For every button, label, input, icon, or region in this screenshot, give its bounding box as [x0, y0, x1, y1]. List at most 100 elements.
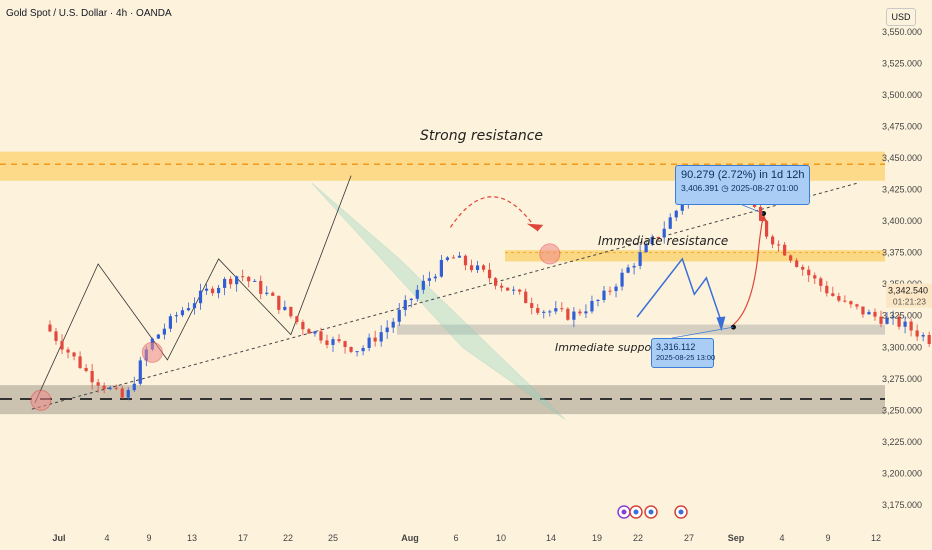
y-axis-tick-label: 3,325.000: [882, 311, 922, 321]
x-axis-tick-label: 17: [238, 533, 248, 543]
clock-icon: ◷: [721, 183, 729, 193]
y-axis-tick-label: 3,525.000: [882, 58, 922, 68]
y-axis-tick-label: 3,400.000: [882, 216, 922, 226]
arc-arrow-head: [526, 223, 544, 232]
pivot-circle-marker: [141, 341, 163, 363]
candle-body: [584, 311, 588, 314]
candle-body: [186, 308, 191, 311]
candle-body: [638, 252, 642, 266]
x-axis-tick-label: Jul: [52, 533, 65, 543]
support-callout[interactable]: 3,316.112 2025-08-25 13:00: [651, 338, 716, 368]
candle-body: [132, 383, 136, 391]
candle-body: [813, 275, 817, 279]
measure-callout[interactable]: 90.279 (2.72%) in 1d 12h 3,406.391 ◷ 202…: [675, 165, 810, 205]
candle-body: [180, 310, 185, 316]
candle-body: [102, 385, 106, 390]
candle-body: [481, 265, 486, 270]
x-axis-tick-label: 6: [453, 533, 458, 543]
candle-body: [295, 316, 299, 322]
candle-body: [475, 265, 480, 271]
immediate-resistance-zone: [505, 250, 885, 262]
candle-body: [427, 278, 431, 281]
candle-body: [48, 324, 52, 332]
y-axis-tick-label: 3,275.000: [882, 374, 922, 384]
candle-body: [96, 382, 100, 386]
candle-body: [614, 286, 618, 291]
candle-body: [451, 257, 456, 259]
candle-body: [84, 367, 88, 371]
candle-body: [650, 236, 654, 245]
candle-body: [849, 301, 853, 305]
candle-body: [216, 287, 221, 294]
candle-body: [500, 285, 504, 288]
candle-body: [771, 236, 775, 245]
candle-body: [313, 331, 317, 334]
candle-body: [656, 236, 660, 238]
candle-body: [90, 370, 94, 383]
y-axis-tick-label: 3,450.000: [882, 153, 922, 163]
immediate-support-zone: [397, 324, 885, 335]
candle-body: [825, 285, 829, 294]
candle-body: [174, 315, 179, 317]
candle-body: [542, 311, 546, 313]
candle-body: [457, 255, 462, 258]
candle-body: [385, 327, 389, 333]
candle-body: [156, 334, 160, 339]
x-axis-tick-label: 22: [633, 533, 643, 543]
candle-body: [343, 341, 347, 347]
last-price-box: [886, 283, 932, 308]
event-flag-dot: [648, 509, 654, 515]
candle-body: [108, 387, 112, 390]
candle-body: [210, 288, 215, 294]
candle-body: [795, 260, 799, 267]
y-axis-tick-label: 3,425.000: [882, 185, 922, 195]
candle-body: [674, 210, 678, 218]
last-price-label: 3,342.540: [888, 286, 928, 296]
y-axis-tick-label: 3,250.000: [882, 405, 922, 415]
candle-body: [60, 340, 64, 350]
pivot-circle-marker: [30, 389, 52, 411]
candle-body: [247, 276, 251, 282]
candle-body: [379, 332, 383, 342]
candle-body: [307, 329, 311, 334]
candle-body: [204, 288, 209, 291]
y-axis-tick-label: 3,375.000: [882, 248, 922, 258]
currency-button[interactable]: USD: [886, 8, 916, 26]
candle-body: [915, 330, 919, 337]
candle-body: [349, 346, 353, 352]
candle-body: [506, 287, 510, 291]
candle-body: [54, 331, 58, 341]
candle-body: [66, 349, 70, 353]
x-axis-tick-label: Aug: [401, 533, 419, 543]
candle-body: [192, 303, 197, 309]
candle-body: [632, 265, 636, 268]
candle-body: [235, 276, 239, 285]
candle-body: [439, 259, 443, 277]
candle-body: [223, 278, 227, 288]
candle-body: [554, 308, 558, 312]
candle-body: [493, 278, 498, 286]
x-axis-tick-label: 4: [104, 533, 109, 543]
support-callout-date: 2025-08-25 13:00: [656, 353, 716, 362]
candle-body: [361, 347, 365, 352]
candle-body: [114, 387, 118, 389]
candle-body: [783, 244, 787, 256]
candle-body: [469, 265, 474, 271]
candle-body: [301, 321, 305, 330]
candle-body: [337, 339, 341, 342]
candle-body: [855, 304, 859, 307]
candle-body: [72, 352, 76, 357]
event-flag-dot: [678, 509, 684, 515]
candle-body: [837, 295, 841, 301]
candle-body: [807, 269, 811, 276]
candle-body: [162, 328, 166, 335]
candle-body: [620, 272, 624, 287]
candle-body: [596, 299, 600, 301]
pivot-circle-marker: [539, 243, 561, 265]
candle-body: [566, 308, 570, 320]
candle-body: [560, 308, 564, 310]
arc-arrow: [449, 196, 539, 232]
candle-body: [758, 206, 763, 221]
